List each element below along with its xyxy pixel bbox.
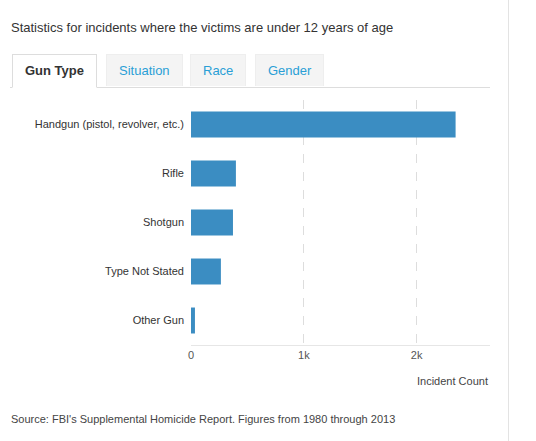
html-text:Source: FBI's Supplemental Hom: Source: FBI's Supplemental Homicide Repo…: [11, 413, 396, 425]
html-text:Situation: Situation: [119, 63, 170, 78]
svg-text:Handgun (pistol, revolver, etc: Handgun (pistol, revolver, etc.): [35, 118, 184, 130]
svg-text:1k: 1k: [298, 349, 310, 361]
html-text:Gender: Gender: [268, 63, 312, 78]
html-text:Gun Type: Gun Type: [25, 63, 84, 78]
svg-text:Type Not Stated: Type Not Stated: [105, 265, 184, 277]
html-text:Race: Race: [203, 63, 234, 78]
svg-text:Shotgun: Shotgun: [143, 216, 184, 228]
html-text:Statistics for incidents where: Statistics for incidents where the victi…: [11, 20, 394, 35]
svg-text:2k: 2k: [411, 349, 423, 361]
svg-text:Rifle: Rifle: [162, 167, 184, 179]
svg-text:Incident Count: Incident Count: [417, 375, 488, 387]
svg-text:Other Gun: Other Gun: [133, 314, 184, 326]
svg-text:0: 0: [188, 349, 194, 361]
